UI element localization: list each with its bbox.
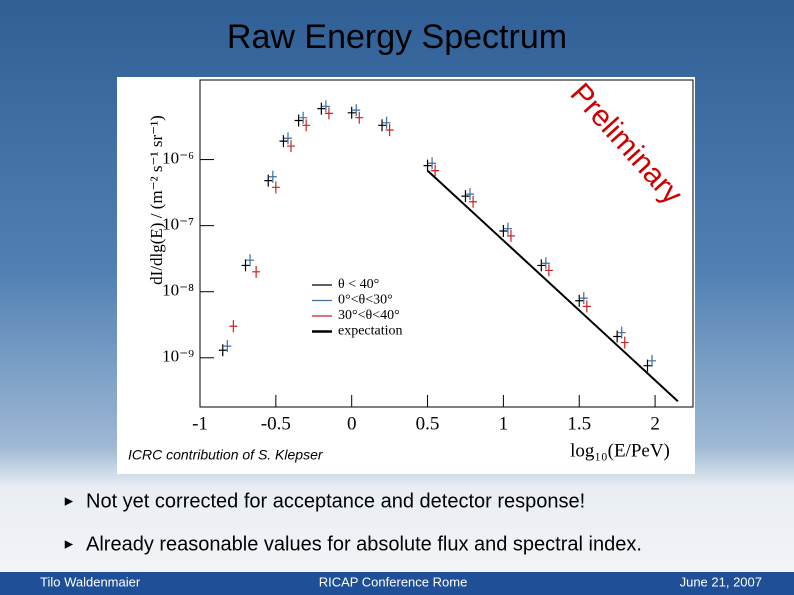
data-point (355, 111, 364, 124)
data-point (317, 102, 326, 115)
x-tick-label: 1 (499, 413, 509, 434)
data-point (499, 224, 508, 237)
data-point (423, 159, 432, 172)
data-point (579, 292, 588, 305)
data-point (613, 330, 622, 343)
x-tick-label: 1.5 (567, 413, 591, 434)
y-tick-label: 10⁻⁹ (162, 347, 194, 366)
footer-bar (0, 572, 794, 595)
data-point (321, 100, 330, 113)
data-point (431, 164, 440, 177)
y-tick-label: 10⁻⁸ (162, 281, 194, 300)
data-point (643, 359, 652, 372)
x-tick-label: 0.5 (416, 413, 440, 434)
data-point (428, 157, 437, 170)
bullet: Not yet corrected for acceptance and det… (86, 490, 585, 512)
data-point (382, 116, 391, 129)
data-point (461, 190, 470, 203)
y-tick-label: 10⁻⁷ (162, 215, 194, 234)
data-point (324, 107, 333, 120)
bullet: Already reasonable values for absolute f… (86, 533, 642, 555)
x-tick-label: 2 (650, 413, 660, 434)
x-axis-label: log₁₀(E/PeV) (570, 440, 670, 461)
data-point (466, 188, 475, 201)
data-point (246, 254, 255, 267)
data-point (537, 259, 546, 272)
data-point (575, 294, 584, 307)
footer-left: Tilo Waldenmaier (40, 574, 141, 589)
data-point (617, 326, 626, 339)
data-point (347, 106, 356, 119)
legend-label: 0°<θ<30° (338, 293, 393, 308)
data-point (252, 265, 261, 278)
data-point (241, 259, 250, 272)
data-point (271, 181, 280, 194)
y-axis-label: dI/dlg(E) / (m⁻² s⁻¹ sr⁻¹) (147, 115, 166, 285)
x-tick-label: 0 (347, 413, 357, 434)
data-point (506, 229, 515, 242)
data-point (620, 336, 629, 349)
data-point (648, 354, 657, 367)
bullet-marker: ► (62, 493, 76, 509)
data-point (229, 320, 238, 333)
data-point (503, 222, 512, 235)
data-point (352, 104, 361, 117)
data-point (294, 114, 303, 127)
data-point (264, 174, 273, 187)
data-point (541, 257, 550, 270)
expectation-line (426, 169, 679, 402)
legend-label: expectation (338, 324, 403, 339)
bullets: ► Not yet corrected for acceptance and d… (62, 490, 642, 555)
credit: ICRC contribution of S. Klepser (128, 447, 324, 463)
y-tick-label: 10⁻⁶ (162, 148, 194, 167)
chart-panel (117, 77, 695, 474)
x-tick-label: -0.5 (261, 413, 291, 434)
slide-title: Raw Energy Spectrum (227, 18, 567, 56)
data-point (582, 300, 591, 313)
data-point (469, 195, 478, 208)
data-point (268, 170, 277, 183)
footer-center: RICAP Conference Rome (319, 574, 468, 589)
data-point (283, 132, 292, 145)
legend-label: 30°<θ<40° (338, 308, 400, 323)
x-tick-label: -1 (192, 413, 208, 434)
plot-frame (199, 79, 694, 408)
data-point (544, 264, 553, 277)
data-point (279, 135, 288, 148)
footer-right: June 21, 2007 (680, 574, 762, 589)
data-point (218, 344, 227, 357)
data-point (302, 119, 311, 132)
legend-label: θ < 40° (338, 277, 379, 292)
data-point (385, 124, 394, 137)
data-point (299, 111, 308, 124)
data-point (223, 340, 232, 353)
data-point (378, 119, 387, 132)
data-point (287, 140, 296, 153)
bullet-marker: ► (62, 536, 76, 552)
